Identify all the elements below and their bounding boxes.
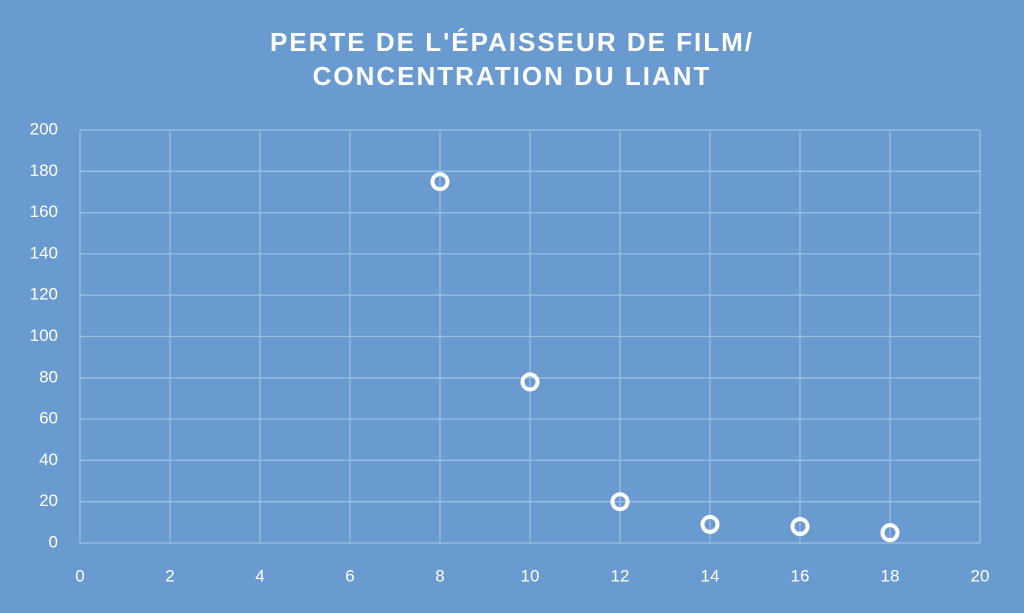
- point: [790, 516, 810, 536]
- y-tick-label: 160: [30, 202, 58, 221]
- point: [430, 172, 450, 192]
- x-tick-label: 8: [435, 566, 444, 585]
- y-tick-label: 100: [30, 326, 58, 345]
- x-tick-label: 14: [701, 566, 720, 585]
- point: [880, 523, 900, 543]
- point: [610, 492, 630, 512]
- y-tick-label: 0: [49, 532, 58, 551]
- x-tick-label: 2: [165, 566, 174, 585]
- x-tick-label: 16: [791, 566, 810, 585]
- x-tick-label: 10: [521, 566, 540, 585]
- x-tick-label: 4: [255, 566, 264, 585]
- x-tick-label: 6: [345, 566, 354, 585]
- point: [520, 372, 540, 392]
- chart-title: CONCENTRATION DU LIANT: [313, 61, 712, 91]
- y-tick-label: 40: [39, 450, 58, 469]
- chart-title: PERTE DE L'ÉPAISSEUR DE FILM/: [270, 27, 754, 57]
- y-tick-label: 20: [39, 491, 58, 510]
- x-tick-label: 12: [611, 566, 630, 585]
- y-tick-label: 200: [30, 119, 58, 138]
- y-tick-label: 120: [30, 285, 58, 304]
- point: [700, 514, 720, 534]
- y-tick-label: 60: [39, 409, 58, 428]
- x-tick-label: 20: [971, 566, 990, 585]
- x-tick-label: 0: [75, 566, 84, 585]
- y-tick-label: 80: [39, 367, 58, 386]
- y-tick-label: 140: [30, 243, 58, 262]
- y-tick-label: 180: [30, 161, 58, 180]
- x-tick-label: 18: [881, 566, 900, 585]
